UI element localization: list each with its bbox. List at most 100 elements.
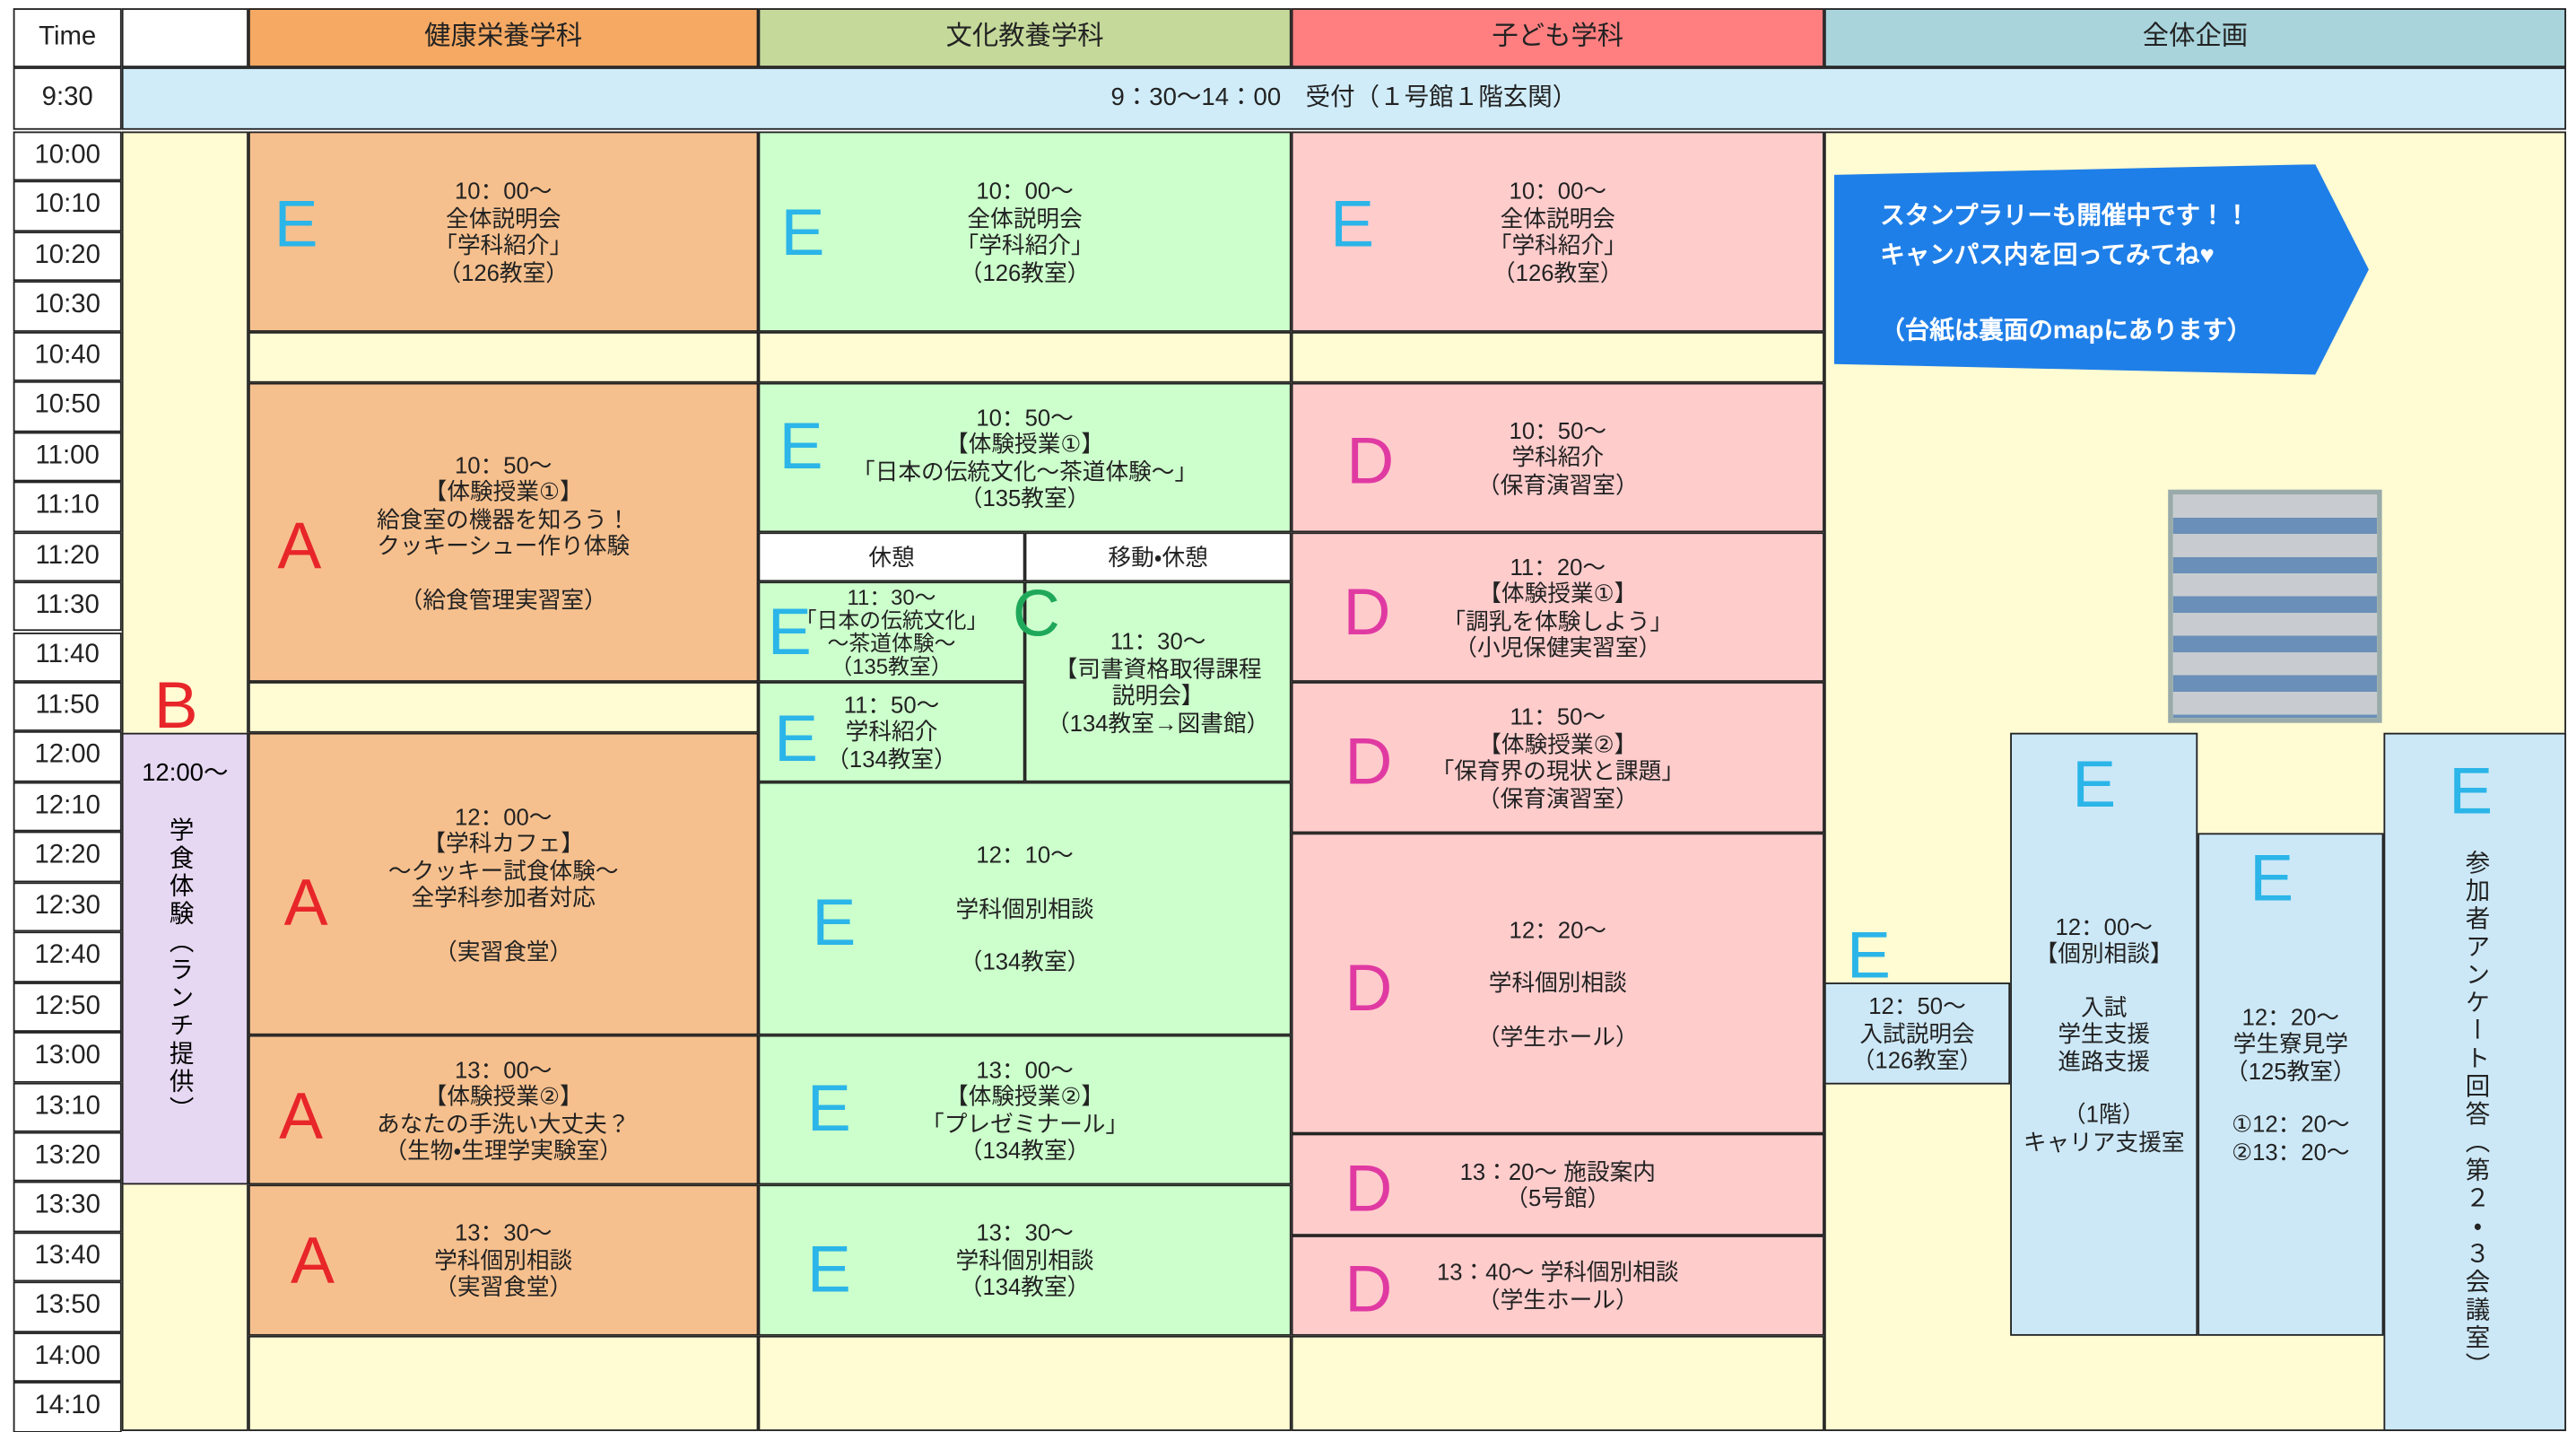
time-label: 10:40 xyxy=(13,331,122,382)
break-cell: 移動・休憩 xyxy=(1024,532,1292,582)
letter: E xyxy=(806,1072,851,1146)
time-label: 13:50 xyxy=(13,1281,122,1332)
text-line: 「日本の伝統文化～茶道体験～」 xyxy=(852,457,1198,485)
session-block: 11：20～ 【体験授業①】 「調乳を体験しよう」 （小児保健実習室） xyxy=(1291,532,1824,682)
letter: D xyxy=(1343,576,1391,650)
session-block: 11：50～ 【体験授業②】 「保育界の現状と課題」 （保育演習室） xyxy=(1291,681,1824,834)
time-label: 11:30 xyxy=(13,581,122,633)
text-line: （134教室） xyxy=(959,1273,1091,1300)
text-line: 「プレゼミナール」 xyxy=(921,1109,1129,1137)
text-line: 学科紹介 xyxy=(845,718,938,745)
blank-cell xyxy=(758,1335,1292,1431)
text-line: 学生寮見学 xyxy=(2232,1030,2349,1057)
letter: E xyxy=(2072,749,2117,822)
session-block: 10：50～ 【体験授業①】 給食室の機器を知ろう！ クッキーシュー作り体験 （給食管理… xyxy=(248,382,759,682)
text-line: 【体験授業②】 xyxy=(423,1082,583,1110)
header-cell: 健康栄養学科 xyxy=(248,8,759,68)
time-label: 9:30 xyxy=(13,67,122,130)
text-line: 11：50～ xyxy=(843,691,940,718)
session-block: 13：40～ 学科個別相談 （学生ホール） xyxy=(1291,1236,1824,1336)
text-line: 12:00～ xyxy=(142,759,229,788)
text-line: 11：20～ xyxy=(1510,553,1606,580)
text-line: 【体験授業①】 xyxy=(945,430,1105,458)
text-line: 13：30～ xyxy=(976,1219,1074,1246)
text-line: （126教室） xyxy=(1851,1046,1983,1074)
text-line: 学科個別相談 xyxy=(434,1246,573,1273)
time-label: 11:10 xyxy=(13,481,122,532)
text-line: （125教室） xyxy=(2225,1057,2356,1085)
session-block: 13：00～ 【体験授業②】 あなたの手洗い大丈夫？ （生物・生理学実験室） xyxy=(248,1035,759,1185)
session-block: 12：20～ 学生寮見学 （125教室） ①12：20～ ②13：20～ xyxy=(2197,833,2384,1336)
text-line: （保育演習室） xyxy=(1476,784,1639,811)
text-line: 全学科参加者対応 xyxy=(411,884,596,911)
time-label: 10:10 xyxy=(13,181,122,231)
letter: E xyxy=(779,410,823,484)
text-line: 10：00～ xyxy=(976,177,1074,205)
text-line: 学食体験（ランチ提供） xyxy=(166,816,195,1124)
text-line: 【体験授業②】 xyxy=(1478,729,1638,757)
text-line: 10：00～ xyxy=(1509,177,1607,205)
text-line: （134教室） xyxy=(959,1137,1091,1164)
text-line: 12：20～ xyxy=(2241,1003,2340,1030)
letter: D xyxy=(1345,953,1393,1026)
text-line: 「日本の伝統文化」 xyxy=(795,607,988,633)
text-line: 10：50～ xyxy=(1509,416,1607,443)
time-label: 12:20 xyxy=(13,832,122,882)
time-label: 11:50 xyxy=(13,681,122,732)
text-line: （保育演習室） xyxy=(1476,471,1639,498)
text-line: 【体験授業①】 xyxy=(423,478,583,505)
reception-row: 9：30～14：00 受付（１号館１階玄関） xyxy=(121,67,2567,130)
text-line: 「学科紹介」 xyxy=(955,231,1094,258)
session-block: 10：00～ 全体説明会 「学科紹介」 （126教室） xyxy=(758,131,1292,332)
text-line: ①12：20～ xyxy=(2232,1111,2350,1138)
text-line: 給食室の機器を知ろう！ xyxy=(376,505,631,532)
session-block: 12：00～ 【個別相談】 入試 学生支援 進路支援 （1階） キャリア支援室 xyxy=(2010,732,2198,1336)
text-line: 学生支援 xyxy=(2058,1020,2151,1047)
time-label: 10:00 xyxy=(13,131,122,182)
letter: E xyxy=(2449,755,2493,828)
text-line: ～茶道体験～ xyxy=(827,630,956,655)
blank-cell xyxy=(248,1335,759,1431)
blank-cell xyxy=(1291,1335,1824,1431)
text-line: 13：20～ 施設案内 xyxy=(1459,1157,1656,1184)
text-line: （小児保健実習室） xyxy=(1454,633,1662,661)
text-line: 11：30～ xyxy=(847,583,936,609)
text-line: 13：30～ xyxy=(454,1219,553,1246)
letter: A xyxy=(277,511,322,584)
text-line: 【体験授業①】 xyxy=(1478,580,1638,607)
text-line: あなたの手洗い大丈夫？ xyxy=(376,1109,631,1137)
session-block: 13：00～ 【体験授業②】 「プレゼミナール」 （134教室） xyxy=(758,1035,1292,1185)
text-line: 【学科カフェ】 xyxy=(422,830,585,857)
text-line: キャンパス内を回ってみてね♥ xyxy=(1880,241,2215,270)
session-block: 12：10～ 学科個別相談 （134教室） xyxy=(758,781,1292,1035)
session-block: 12：50～ 入試説明会 （126教室） xyxy=(1823,982,2011,1085)
letter: E xyxy=(812,886,857,960)
text-line: 学科個別相談 xyxy=(955,895,1094,921)
text-line: 「学科紹介」 xyxy=(434,231,573,258)
time-label: 13:30 xyxy=(13,1182,122,1233)
letter: B xyxy=(153,670,198,743)
letter: E xyxy=(1330,188,1375,262)
text-line: 13：00～ xyxy=(976,1055,1074,1082)
text-line: （134教室） xyxy=(826,745,957,773)
letter: A xyxy=(279,1080,324,1154)
building-illustration xyxy=(2168,489,2382,723)
text-line: （1階） xyxy=(2063,1101,2145,1128)
letter: E xyxy=(1846,920,1891,993)
text-line: 12：00～ xyxy=(2055,912,2153,939)
text-line: ②13：20～ xyxy=(2232,1138,2350,1165)
letter: D xyxy=(1345,1253,1393,1326)
text-line: ～クッキー試食体験～ xyxy=(387,857,619,884)
text-line: クッキーシュー作り体験 xyxy=(377,532,631,560)
time-label: 12:10 xyxy=(13,781,122,833)
letter: D xyxy=(1346,425,1395,498)
text-line: （135教室） xyxy=(831,652,953,678)
time-label: 13:10 xyxy=(13,1081,122,1132)
time-label: 11:40 xyxy=(13,632,122,682)
text-line: 「調乳を体験しよう」 xyxy=(1442,607,1674,633)
notice: スタンプラリーも開催中です！！ キャンパス内を回ってみてね♥ （台紙は裏面のmapに… xyxy=(1833,164,2369,375)
letter: E xyxy=(780,196,825,270)
text-line: 進路支援 xyxy=(2058,1047,2151,1075)
time-label: 13:00 xyxy=(13,1032,122,1082)
